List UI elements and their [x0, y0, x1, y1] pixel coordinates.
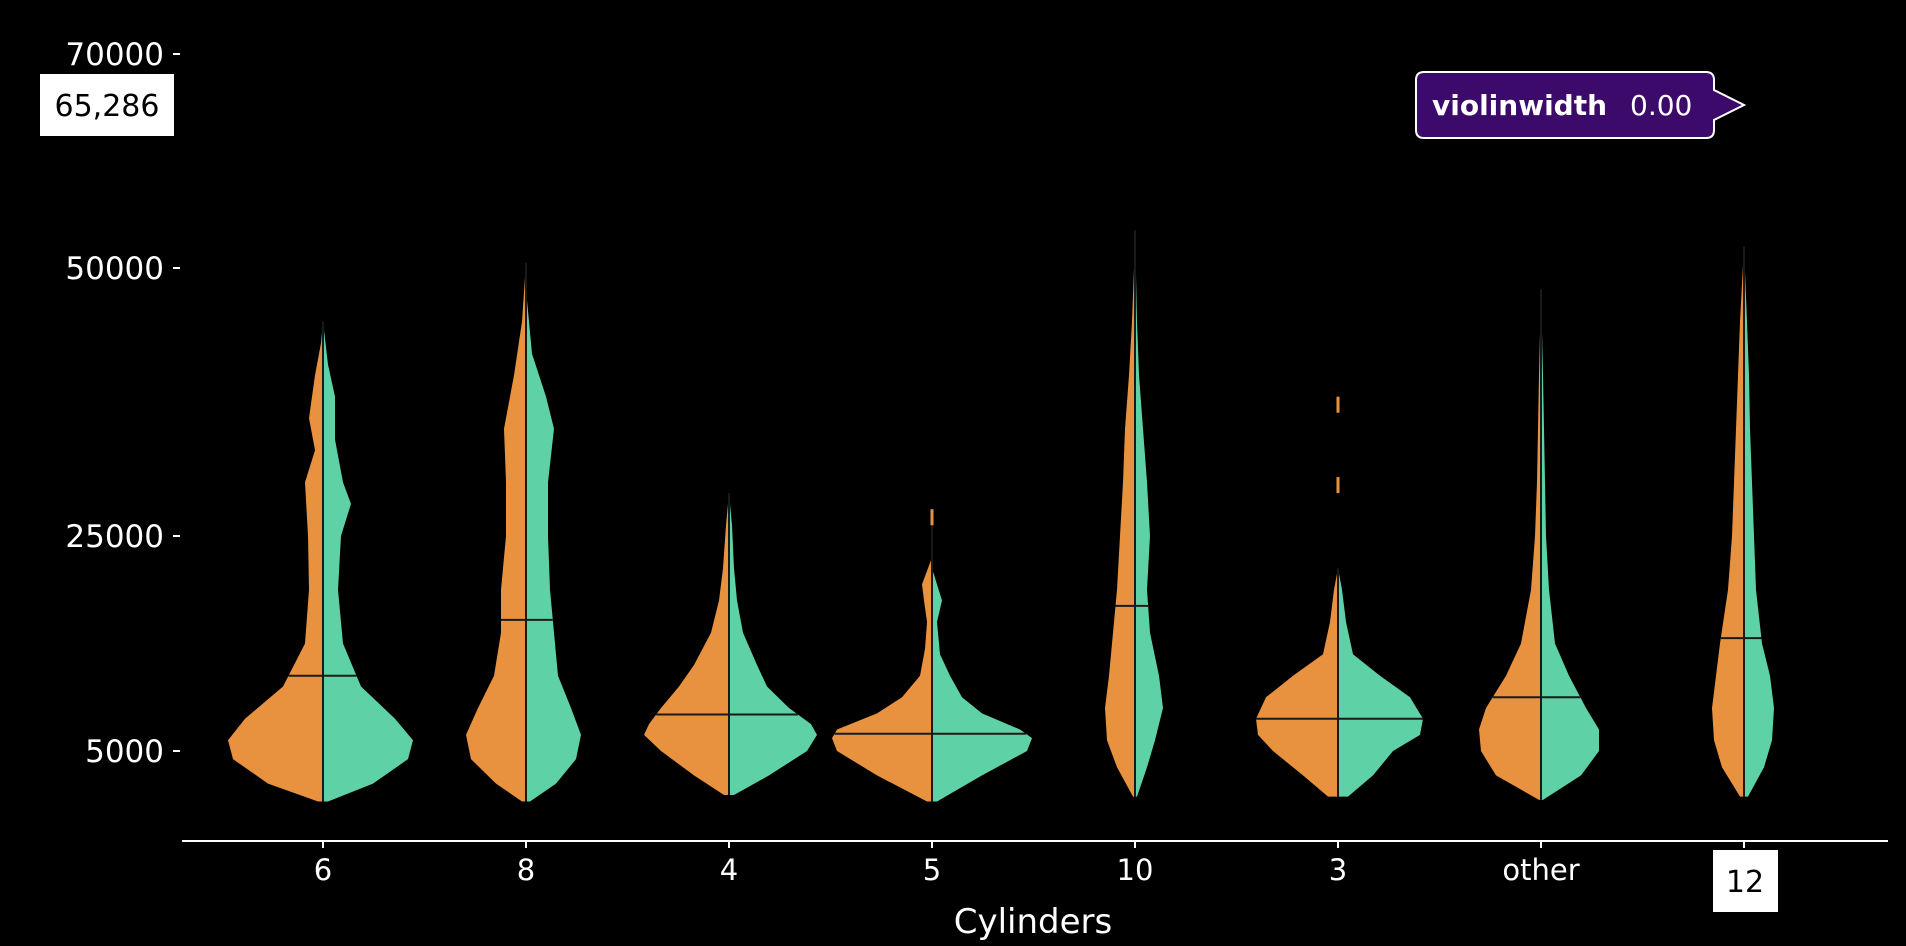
x-tick-label: 10: [1117, 853, 1154, 887]
violin-right-half: [323, 321, 413, 802]
y-hover-label-text: 65,286: [55, 89, 160, 124]
violin-left-half: [832, 514, 932, 802]
x-tick-label: 6: [314, 853, 332, 887]
violin-left-half: [1105, 230, 1135, 797]
y-tick-label: 70000: [65, 37, 164, 73]
hover-tooltip: violinwidth 0.00: [1415, 71, 1747, 139]
y-tick-label: 25000: [65, 519, 164, 555]
x-axis: 6 8 4 5 10 3 other: [182, 840, 1888, 887]
y-tick-label: 5000: [85, 734, 164, 770]
violins: [228, 230, 1774, 802]
y-hover-label: 65,286: [40, 74, 174, 136]
violin-left-half: [644, 493, 729, 795]
violin-left-half: [466, 262, 526, 802]
tooltip-background: [1415, 71, 1747, 139]
x-tick-label: 4: [720, 853, 738, 887]
tooltip-value: 0.00: [1630, 89, 1692, 122]
x-tick-label: 8: [517, 853, 535, 887]
violin-right-half: [1135, 230, 1163, 797]
x-hover-label-box: [1713, 850, 1778, 912]
x-tick-label: other: [1502, 853, 1579, 887]
violin-left-half: [1479, 289, 1541, 800]
tooltip-name: violinwidth: [1432, 89, 1607, 122]
violin-right-half: [1541, 289, 1599, 800]
y-axis: 5000 25000 50000 70000: [65, 37, 180, 770]
x-tick-label: 3: [1329, 853, 1347, 887]
x-tick-label: 5: [923, 853, 941, 887]
violin-left-half: [1256, 568, 1338, 797]
x-axis-title: Cylinders: [954, 902, 1113, 942]
x-hover-label: 12: [1713, 850, 1778, 912]
violin-right-half: [1744, 246, 1774, 797]
y-hover-label-box: [40, 74, 174, 136]
violin-right-half: [729, 493, 817, 795]
violin-left-half: [228, 321, 323, 802]
violin-right-half: [1338, 568, 1423, 797]
violin-right-half: [526, 262, 581, 802]
violin-left-half: [1712, 246, 1744, 797]
violin-right-half: [932, 514, 1032, 802]
y-tick-label: 50000: [65, 251, 164, 287]
x-hover-label-text: 12: [1726, 865, 1764, 900]
